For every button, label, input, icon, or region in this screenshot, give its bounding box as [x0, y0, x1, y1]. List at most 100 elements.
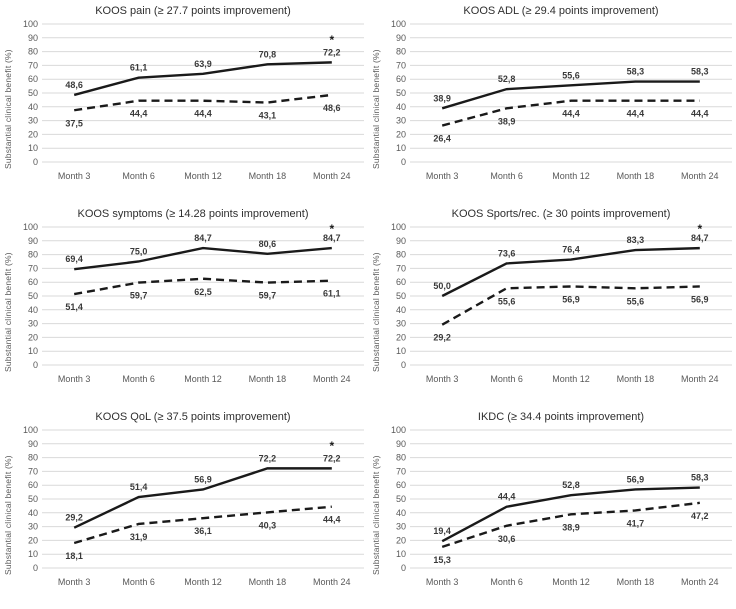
y-tick-label: 10	[28, 549, 38, 559]
data-label: 83,3	[627, 235, 645, 245]
data-label: 56,9	[691, 294, 709, 304]
y-axis-label: Substantial clinical benefit (%)	[3, 252, 13, 372]
y-tick-label: 10	[396, 549, 406, 559]
y-tick-label: 100	[391, 19, 406, 29]
x-tick-label: Month 12	[184, 171, 222, 181]
plot-row: Substantial clinical benefit (%) 0 10 20 30…	[368, 18, 736, 200]
x-tick-label: Month 3	[58, 374, 91, 384]
significance-asterisk: *	[329, 222, 334, 236]
y-tick-label: 90	[396, 439, 406, 449]
y-tick-label: 40	[28, 508, 38, 518]
y-tick-label: 20	[28, 332, 38, 342]
line-chart: 0 10 20 30 40 50 60 70 80 90 100 Month 3 Month 6 Mont…	[23, 19, 364, 181]
data-label: 84,7	[691, 233, 709, 243]
data-label: 80,6	[259, 239, 277, 249]
data-label: 26,4	[433, 134, 451, 144]
data-label: 29,2	[433, 333, 451, 343]
y-tick-label: 90	[396, 33, 406, 43]
x-tick-label: Month 3	[426, 374, 459, 384]
chart-title: KOOS ADL (≥ 29.4 points improvement)	[463, 5, 659, 17]
y-tick-label: 0	[33, 157, 38, 167]
data-label: 58,3	[627, 67, 645, 77]
y-tick-label: 70	[396, 60, 406, 70]
series-line-dashed	[73, 277, 332, 296]
data-label: 48,6	[65, 80, 83, 90]
y-tick-label: 10	[28, 346, 38, 356]
y-tick-label: 20	[28, 129, 38, 139]
data-label: 59,7	[130, 291, 148, 301]
y-tick-label: 10	[28, 143, 38, 153]
y-tick-label: 90	[396, 236, 406, 246]
data-label: 44,4	[691, 109, 709, 119]
data-label: 58,3	[691, 473, 709, 483]
y-tick-label: 0	[401, 157, 406, 167]
y-tick-label: 50	[396, 88, 406, 98]
y-tick-label: 50	[28, 494, 38, 504]
y-axis-label: Substantial clinical benefit (%)	[3, 49, 13, 169]
y-tick-label: 40	[396, 305, 406, 315]
y-axis-label: Substantial clinical benefit (%)	[371, 455, 381, 575]
data-label: 63,9	[194, 59, 212, 69]
chart-panel-ikdc: IKDC (≥ 34.4 points improvement) Substan…	[368, 406, 736, 609]
x-tick-label: Month 24	[681, 374, 719, 384]
data-label: 18,1	[65, 551, 83, 561]
plot-row: Substantial clinical benefit (%) 0 10 20 30…	[0, 221, 368, 403]
x-tick-label: Month 24	[313, 171, 351, 181]
data-label: 52,8	[498, 74, 516, 84]
significance-asterisk: *	[697, 222, 702, 236]
data-label: 69,4	[65, 254, 83, 264]
y-tick-label: 30	[28, 116, 38, 126]
chart-panel-koos-adl: KOOS ADL (≥ 29.4 points improvement) Sub…	[368, 0, 736, 203]
data-label: 56,9	[194, 474, 212, 484]
line-chart: 0 10 20 30 40 50 60 70 80 90 100 Month 3 Month 6 Mont…	[23, 425, 364, 587]
y-tick-label: 10	[396, 143, 406, 153]
data-label: 76,4	[562, 245, 580, 255]
chart-title: KOOS pain (≥ 27.7 points improvement)	[95, 5, 291, 17]
x-tick-label: Month 18	[617, 577, 655, 587]
y-tick-label: 80	[28, 250, 38, 260]
data-label: 72,2	[323, 47, 341, 57]
y-tick-label: 100	[23, 222, 38, 232]
data-label: 58,3	[691, 67, 709, 77]
data-label: 61,1	[323, 289, 341, 299]
data-label: 56,9	[627, 474, 645, 484]
series-line-solid	[74, 246, 332, 271]
data-label: 51,4	[65, 302, 83, 312]
data-label: 61,1	[130, 63, 148, 73]
x-tick-label: Month 3	[58, 171, 91, 181]
y-tick-label: 80	[28, 453, 38, 463]
y-tick-label: 30	[28, 522, 38, 532]
data-label: 51,4	[130, 482, 148, 492]
y-axis-label: Substantial clinical benefit (%)	[371, 49, 381, 169]
data-label: 44,4	[323, 515, 341, 525]
y-tick-label: 90	[28, 439, 38, 449]
series-line-dashed	[73, 505, 332, 545]
series-line-solid	[73, 61, 332, 97]
data-label: 62,5	[194, 287, 212, 297]
data-label: 47,2	[691, 511, 709, 521]
data-label: 30,6	[498, 534, 516, 544]
data-label: 84,7	[194, 233, 212, 243]
y-tick-label: 100	[391, 425, 406, 435]
chart-panel-koos-symptoms: KOOS symptoms (≥ 14.28 points improvemen…	[0, 203, 368, 406]
series-line-dashed	[74, 93, 332, 112]
series-line-solid	[73, 467, 332, 529]
data-label: 56,9	[562, 294, 580, 304]
y-tick-label: 100	[391, 222, 406, 232]
chart-title: KOOS symptoms (≥ 14.28 points improvemen…	[77, 208, 309, 220]
series-line-dashed	[441, 285, 700, 326]
plot-row: Substantial clinical benefit (%) 0 10 20 30…	[0, 424, 368, 606]
x-tick-label: Month 18	[617, 171, 655, 181]
x-tick-label: Month 18	[249, 171, 287, 181]
y-tick-label: 90	[28, 33, 38, 43]
line-chart: 0 10 20 30 40 50 60 70 80 90 100 Month 3 Month 6 Mont…	[391, 425, 732, 587]
y-tick-label: 60	[396, 277, 406, 287]
y-tick-label: 60	[396, 74, 406, 84]
data-label: 19,4	[433, 526, 451, 536]
x-tick-label: Month 6	[122, 374, 155, 384]
y-tick-label: 100	[23, 19, 38, 29]
data-label: 73,6	[498, 248, 516, 258]
chart-panel-koos-qol: KOOS QoL (≥ 37.5 points improvement) Sub…	[0, 406, 368, 609]
y-tick-label: 90	[28, 236, 38, 246]
plot-row: Substantial clinical benefit (%) 0 10 20 30…	[0, 18, 368, 200]
